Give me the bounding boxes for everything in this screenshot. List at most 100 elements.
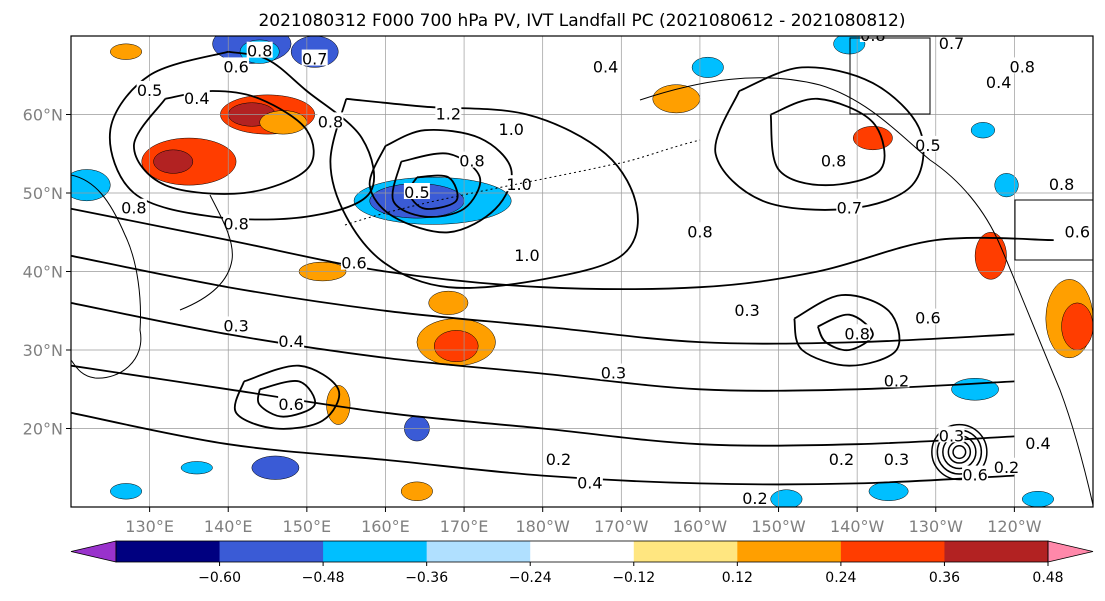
- lon-tick-label: 170°W: [594, 517, 649, 536]
- contour-label: 0.8: [687, 222, 712, 241]
- pv-anomaly-blob: [433, 330, 479, 363]
- pv-anomaly-blob: [180, 461, 213, 475]
- lon-tick-label: 130°E: [125, 517, 174, 536]
- lat-tick-label: 50°N: [23, 184, 63, 203]
- contour-label: 0.6: [341, 254, 366, 273]
- region-box-alaska: [849, 37, 931, 115]
- contour-label: 0.2: [829, 450, 854, 469]
- ivt-contour: [368, 128, 513, 234]
- contour-label: 1.0: [506, 175, 531, 194]
- pv-anomaly-blob: [153, 149, 194, 174]
- contour-label-background: [498, 120, 525, 137]
- ivt-contour: [391, 152, 482, 218]
- ivt-contour: [71, 207, 1054, 291]
- contour-label: 0.8: [318, 112, 343, 131]
- contour-label: 0.4: [278, 332, 303, 351]
- contour-label: 0.5: [137, 81, 162, 100]
- colorbar-segment: [944, 541, 1049, 562]
- vortex-contour-ring: [952, 445, 967, 460]
- colorbar-tick-label: 0.48: [1032, 570, 1063, 586]
- ivt-contour: [108, 50, 375, 221]
- contour-label-background: [883, 371, 910, 388]
- contour-label: 0.5: [915, 136, 940, 155]
- lat-tick-label: 20°N: [23, 420, 63, 439]
- contour-label-background: [545, 449, 572, 466]
- contour-label-background: [600, 363, 627, 380]
- ivt-contour: [233, 364, 341, 430]
- colorbar-segment: [426, 541, 531, 562]
- lon-tick-label: 160°E: [361, 517, 410, 536]
- contour-label-background: [686, 222, 713, 239]
- pv-anomaly-blob: [970, 122, 995, 139]
- contour-label-background: [914, 308, 941, 325]
- contour-label-background: [844, 324, 871, 341]
- contour-label: 0.3: [601, 364, 626, 383]
- ivt-contour: [257, 380, 317, 418]
- pv-anomaly-blob: [852, 126, 893, 151]
- contour-label: 0.7: [837, 199, 862, 218]
- contour-label-background: [1048, 175, 1075, 192]
- colorbar-extend-low: [70, 540, 117, 563]
- ivt-contour: [71, 254, 1015, 345]
- pv-anomaly-blob: [1061, 302, 1093, 351]
- lon-tick-label: 140°E: [204, 517, 253, 536]
- contour-label: 0.8: [844, 324, 869, 343]
- latitude-axis: 20°N 30°N 40°N 50°N 60°N: [23, 106, 71, 439]
- coastlines: [71, 37, 1093, 506]
- colorbar: −0.60 −0.48 −0.36 −0.24 −0.12 0.12 0.24 0.36 0.4…: [70, 540, 1094, 586]
- ivt-contour-layer: [71, 50, 1054, 486]
- contour-label: 0.2: [994, 458, 1019, 477]
- colorbar-tick-label: −0.60: [198, 570, 241, 586]
- contour-labels: 0.8 0.70.60.5 0.40.8 1.21.00.81.00.50.80.80…: [120, 26, 1091, 507]
- contour-label: 0.4: [577, 473, 602, 492]
- ivt-contour: [793, 294, 901, 367]
- contour-label-background: [828, 449, 855, 466]
- contour-label-background: [592, 57, 619, 74]
- lon-tick-label: 150°W: [751, 517, 806, 536]
- pv-anomaly-blob: [110, 43, 143, 60]
- ivt-contour: [71, 302, 1015, 392]
- lon-tick-label: 130°W: [909, 517, 964, 536]
- contour-label-background: [223, 57, 250, 74]
- contour-label-background: [301, 49, 328, 66]
- colorbar-tick-label: 0.36: [929, 570, 960, 586]
- contour-label-background: [741, 489, 768, 506]
- colorbar-tick-label: −0.12: [612, 570, 655, 586]
- contour-label-background: [1024, 434, 1051, 451]
- contour-label-background: [883, 449, 910, 466]
- contour-label-background: [317, 112, 344, 129]
- contour-label-background: [993, 457, 1020, 474]
- ivt-contour: [769, 97, 886, 187]
- vortex-contour-ring: [931, 423, 988, 481]
- contour-label-background: [120, 198, 147, 215]
- colorbar-segment: [633, 541, 738, 562]
- pv-anomaly-blob: [428, 290, 469, 315]
- contour-label: 0.7: [939, 34, 964, 53]
- contour-label-background: [1064, 222, 1091, 239]
- contour-label-background: [938, 36, 965, 50]
- aleutian-islands: [344, 139, 701, 226]
- contour-label-background: [278, 332, 305, 349]
- contour-label-background: [136, 80, 163, 97]
- contour-label-background: [223, 214, 250, 231]
- ivt-contour: [71, 364, 1015, 447]
- lat-tick-label: 60°N: [23, 106, 63, 125]
- colorbar-segment: [219, 541, 324, 562]
- contour-label: 1.2: [436, 105, 461, 124]
- contour-label: 0.3: [884, 450, 909, 469]
- contour-label: 0.4: [184, 89, 209, 108]
- lon-tick-label: 120°W: [987, 517, 1042, 536]
- contour-label: 0.2: [884, 371, 909, 390]
- contour-label: 0.3: [223, 316, 248, 335]
- contour-label-background: [341, 253, 368, 270]
- lon-tick-label: 160°W: [673, 517, 728, 536]
- contour-label: 1.0: [514, 246, 539, 265]
- contour-label-background: [513, 245, 540, 262]
- contour-label: 0.8: [860, 26, 885, 45]
- pv-anomaly-blob: [1022, 491, 1054, 507]
- pv-anomaly-blob: [110, 483, 143, 500]
- colorbar-frame: [115, 540, 1049, 563]
- contour-label: 0.6: [278, 395, 303, 414]
- contour-label: 0.4: [593, 57, 618, 76]
